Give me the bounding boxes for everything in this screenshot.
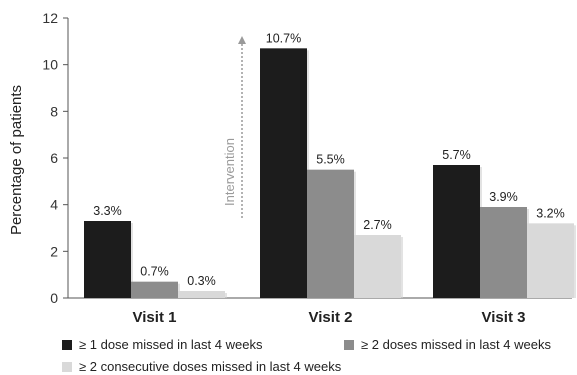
y-tick-label: 4 (50, 197, 58, 213)
bar (307, 169, 354, 298)
legend: ≥ 1 dose missed in last 4 weeks ≥ 2 dose… (0, 330, 577, 375)
x-category-label: Visit 1 (133, 309, 177, 326)
bar (480, 207, 527, 298)
data-label: 2.7% (363, 218, 392, 232)
bar (84, 221, 131, 298)
intervention-annotation: Intervention (222, 138, 237, 206)
legend-item-2-doses: ≥ 2 doses missed in last 4 weeks (344, 337, 551, 352)
legend-label-1-dose: ≥ 1 dose missed in last 4 weeks (79, 337, 263, 352)
data-label: 0.3% (187, 274, 216, 288)
bar (354, 235, 401, 298)
y-tick-label: 6 (50, 150, 58, 166)
legend-swatch-1-dose (62, 339, 72, 350)
x-category-label: Visit 2 (309, 309, 353, 326)
y-tick-label: 0 (50, 290, 58, 306)
y-tick-label: 2 (50, 243, 58, 259)
data-label: 0.7% (140, 265, 169, 279)
intervention-arrow-head (238, 36, 246, 44)
data-label: 3.2% (536, 206, 565, 220)
legend-label-2-doses: ≥ 2 doses missed in last 4 weeks (361, 337, 551, 352)
bar (178, 291, 225, 298)
y-axis-label: Percentage of patients (8, 85, 25, 235)
bar (527, 223, 574, 298)
legend-swatch-2-doses (344, 339, 354, 350)
data-label: 3.3% (93, 204, 122, 218)
data-label: 3.9% (489, 190, 518, 204)
legend-label-2-consecutive: ≥ 2 consecutive doses missed in last 4 w… (79, 359, 342, 374)
legend-swatch-2-consecutive (62, 361, 72, 372)
y-tick-label: 12 (42, 10, 58, 26)
data-label: 5.7% (442, 148, 471, 162)
bar (433, 165, 480, 298)
bar-chart: 0 2 4 6 8 10 12 Percentage of patients 3.3% 0.7% 0… (8, 10, 576, 326)
y-tick-label: 10 (42, 57, 58, 73)
data-label: 5.5% (316, 153, 345, 167)
bar (260, 48, 307, 299)
legend-item-2-consecutive: ≥ 2 consecutive doses missed in last 4 w… (62, 359, 341, 374)
data-label: 10.7% (266, 31, 301, 45)
legend-item-1-dose: ≥ 1 dose missed in last 4 weeks (62, 337, 262, 352)
y-tick-label: 8 (50, 103, 58, 119)
bar (131, 281, 178, 298)
x-category-label: Visit 3 (482, 309, 526, 326)
